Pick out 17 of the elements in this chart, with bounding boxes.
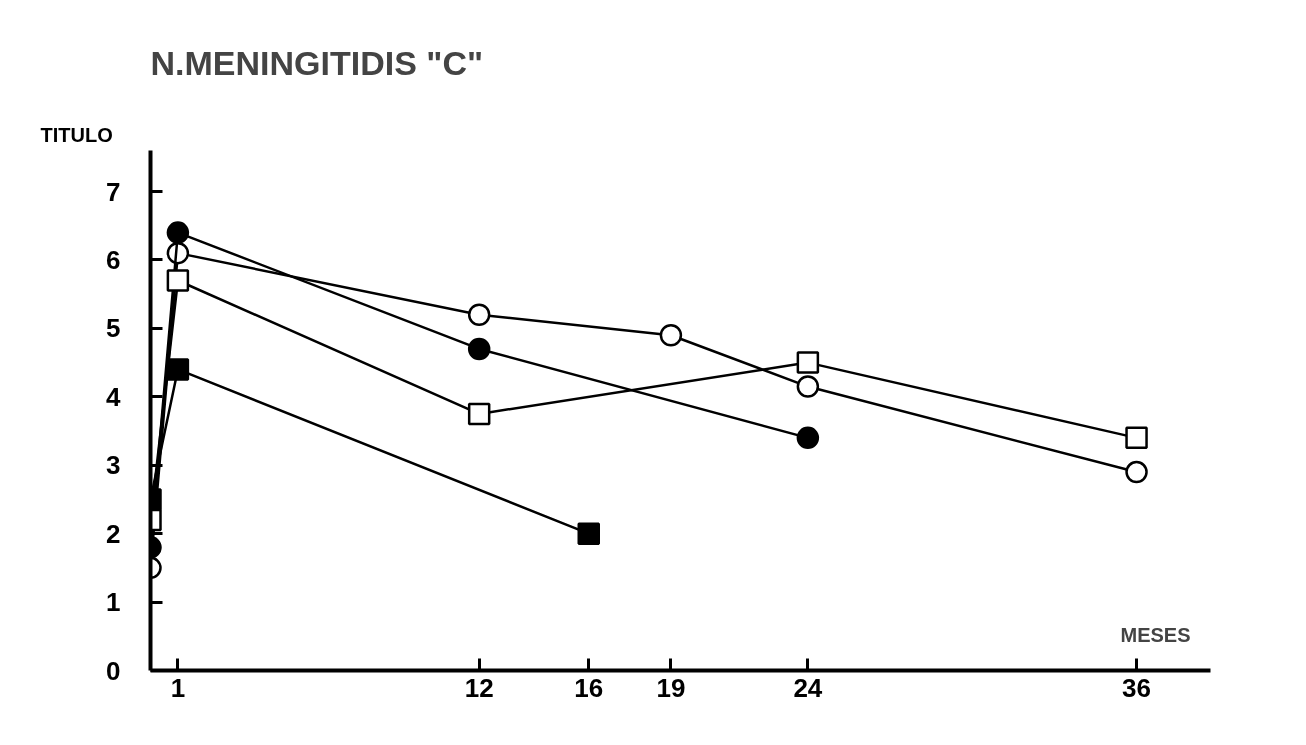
y-axis-title: TITULO (40, 123, 113, 146)
chart-title: N.MENINGITIDIS "C" (150, 43, 484, 82)
y-tick-label: 2 (106, 518, 121, 549)
x-tick-label: 12 (464, 672, 494, 703)
y-tick-label: 1 (106, 587, 121, 618)
y-tick-label: 4 (106, 381, 122, 412)
x-axis-title: MESES (1120, 623, 1191, 646)
x-tick-label: 36 (1122, 672, 1152, 703)
x-tick-label: 16 (574, 672, 604, 703)
y-tick-label: 0 (106, 655, 121, 686)
y-tick-label: 7 (106, 176, 121, 207)
y-tick-label: 6 (106, 244, 121, 275)
x-tick-label: 1 (170, 672, 186, 703)
y-tick-label: 3 (106, 450, 121, 481)
x-tick-label: 19 (656, 672, 686, 703)
y-tick-label: 5 (106, 313, 121, 344)
x-tick-label: 24 (793, 672, 823, 703)
